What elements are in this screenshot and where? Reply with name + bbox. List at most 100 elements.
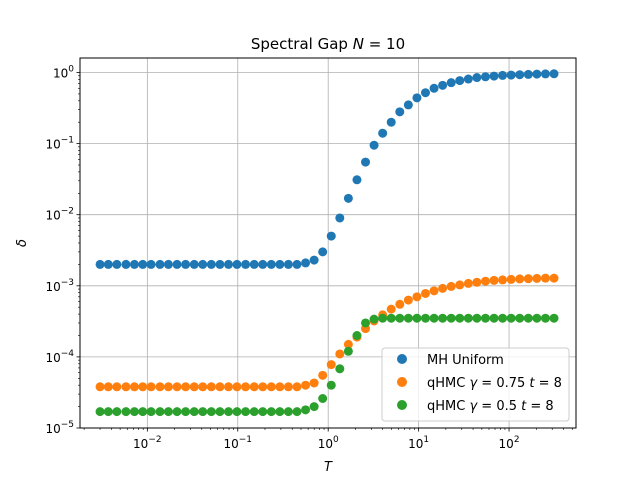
series-0-point xyxy=(275,259,285,269)
series-1-point xyxy=(455,280,465,290)
series-1-point xyxy=(198,382,208,392)
series-2-point xyxy=(266,407,276,417)
series-1-point xyxy=(249,382,259,392)
series-0-point xyxy=(472,73,482,83)
series-2-point xyxy=(420,313,430,323)
series-1-point xyxy=(206,382,216,392)
series-0-point xyxy=(95,259,105,269)
series-1-point xyxy=(412,292,422,302)
series-2-point xyxy=(181,407,191,417)
series-0-point xyxy=(549,69,559,79)
series-1-point xyxy=(121,382,131,392)
series-2-point xyxy=(155,407,165,417)
series-1-point xyxy=(420,288,430,298)
x-tick-label: 100 xyxy=(318,435,339,451)
series-2-point xyxy=(232,407,242,417)
series-1-point xyxy=(395,299,405,309)
series-0-point xyxy=(369,140,379,150)
series-2-point xyxy=(532,313,542,323)
series-1-point xyxy=(343,339,353,349)
series-1-point xyxy=(224,382,234,392)
series-2-point xyxy=(378,313,388,323)
series-0-point xyxy=(146,259,156,269)
series-0-point xyxy=(283,259,293,269)
series-2-point xyxy=(489,313,499,323)
series-2-point xyxy=(523,313,533,323)
series-1-point xyxy=(472,277,482,287)
series-2-point xyxy=(112,407,122,417)
y-tick-label: 10−1 xyxy=(45,136,74,152)
series-2-point xyxy=(395,313,405,323)
series-1-point xyxy=(232,382,242,392)
series-2-point xyxy=(121,407,131,417)
series-1-point xyxy=(95,382,105,392)
x-tick-label: 101 xyxy=(408,435,429,451)
series-1-point xyxy=(215,382,225,392)
series-0-point xyxy=(412,93,422,103)
series-0-point xyxy=(515,70,525,80)
series-1-point xyxy=(112,382,122,392)
series-1-point xyxy=(429,286,439,296)
series-1-point xyxy=(283,382,293,392)
series-0-point xyxy=(540,69,550,79)
series-1-point xyxy=(540,273,550,283)
legend-marker-qhmc-05 xyxy=(397,400,407,410)
series-1-point xyxy=(489,275,499,285)
series-0-point xyxy=(455,76,465,86)
axis-ticks: 10−2 10−1 100 101 102 10−5 10−4 10−3 10−2 10−1 100 xyxy=(45,65,573,451)
series-0-point xyxy=(386,117,396,127)
series-2-point xyxy=(95,407,105,417)
x-tick-label: 10−1 xyxy=(223,435,252,451)
series-0-point xyxy=(198,259,208,269)
series-0-point xyxy=(155,259,165,269)
series-0-point xyxy=(480,72,490,82)
series-2-point xyxy=(146,407,156,417)
series-0-point xyxy=(429,83,439,93)
series-1-point xyxy=(241,382,251,392)
series-1-point xyxy=(335,349,345,359)
series-0-point xyxy=(129,259,139,269)
series-0-point xyxy=(232,259,242,269)
series-1-point xyxy=(326,360,336,370)
x-axis-label: T xyxy=(324,460,333,475)
x-tick-label: 102 xyxy=(499,435,520,451)
series-2-point xyxy=(206,407,216,417)
series-0-point xyxy=(301,258,311,268)
series-1-point xyxy=(318,370,328,380)
series-0-point xyxy=(378,128,388,138)
series-1-point xyxy=(258,382,268,392)
legend-box xyxy=(381,347,570,422)
series-0-point xyxy=(309,255,319,265)
series-1-point xyxy=(386,304,396,314)
series-0-point xyxy=(103,259,113,269)
series-2-point xyxy=(163,407,173,417)
series-0-point xyxy=(138,259,148,269)
series-2-point xyxy=(343,346,353,356)
series-0-point xyxy=(506,70,516,80)
series-1-point xyxy=(515,274,525,284)
series-2-point xyxy=(386,313,396,323)
series-0-point xyxy=(395,107,405,117)
series-1-point xyxy=(155,382,165,392)
series-0-point xyxy=(121,259,131,269)
series-1-point xyxy=(189,382,199,392)
series-1-point xyxy=(138,382,148,392)
series-2-point xyxy=(335,364,345,374)
series-0-point xyxy=(266,259,276,269)
series-2-point xyxy=(361,318,371,328)
series-1-point xyxy=(506,274,516,284)
series-0-point xyxy=(326,231,336,241)
series-2-point xyxy=(403,313,413,323)
series-1-point xyxy=(463,278,473,288)
series-2-point xyxy=(326,380,336,390)
series-2-point xyxy=(438,313,448,323)
series-0-point xyxy=(249,259,259,269)
series-0-point xyxy=(438,80,448,90)
series-2-point xyxy=(189,407,199,417)
series-1-point xyxy=(438,283,448,293)
series-2-point xyxy=(249,407,259,417)
series-2-point xyxy=(309,402,319,412)
series-0-point xyxy=(403,100,413,110)
series-0-point xyxy=(420,88,430,98)
